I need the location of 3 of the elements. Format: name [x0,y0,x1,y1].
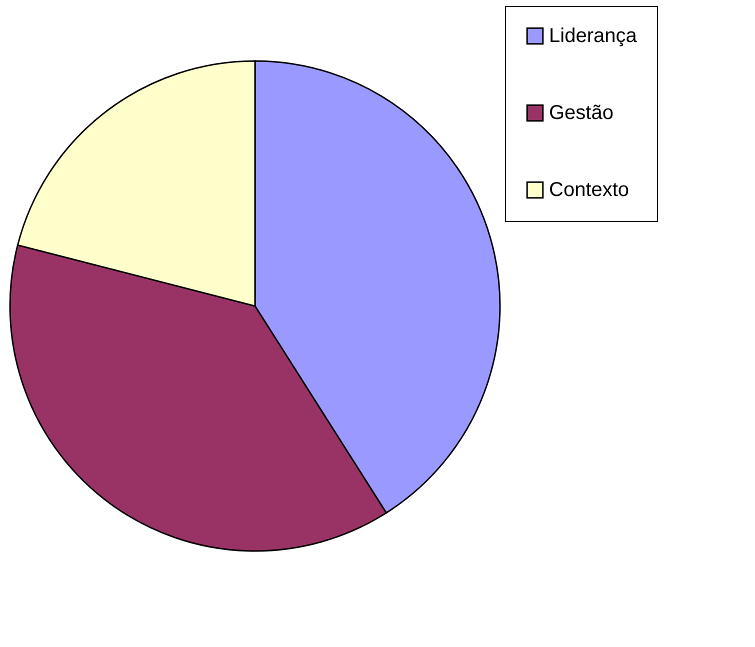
legend-label: Gestão [549,102,614,124]
legend-label: Contexto [549,179,630,201]
legend-label: Liderança [549,25,638,47]
